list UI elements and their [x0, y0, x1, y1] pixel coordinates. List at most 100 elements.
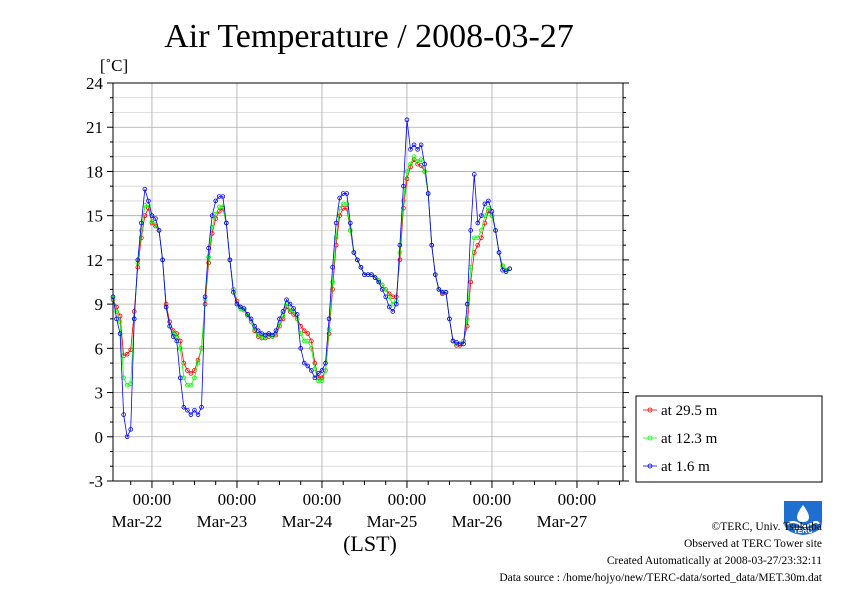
- data-point: [206, 245, 211, 251]
- data-point: [142, 213, 148, 218]
- data-point: [305, 331, 311, 336]
- data-point: [411, 142, 417, 148]
- data-point: [411, 154, 417, 160]
- data-point: [316, 371, 321, 376]
- data-point: [408, 147, 413, 152]
- data-point: [312, 360, 318, 366]
- data-point: [220, 204, 226, 210]
- data-point: [397, 242, 403, 248]
- plot-frame: [112, 82, 624, 482]
- data-point: [131, 316, 137, 322]
- data-point: [231, 290, 236, 295]
- x-tick-time-label: 00:00: [218, 490, 257, 509]
- data-point: [167, 319, 172, 325]
- data-point: [181, 404, 187, 410]
- y-axis-label: [˚C]: [100, 56, 128, 75]
- y-tick-label: 24: [86, 74, 104, 93]
- data-point: [401, 183, 406, 189]
- data-point: [177, 346, 183, 351]
- data-point: [436, 287, 442, 292]
- footer-created: Created Automatically at 2008-03-27/23:3…: [606, 555, 822, 567]
- data-point: [163, 304, 169, 310]
- data-point: [326, 326, 332, 332]
- data-point: [503, 269, 509, 274]
- data-point: [227, 257, 233, 263]
- data-point: [188, 371, 194, 376]
- data-point: [270, 332, 275, 338]
- data-point: [213, 198, 219, 204]
- chart-title: Air Temperature / 2008-03-27: [164, 18, 574, 55]
- data-point: [355, 257, 360, 263]
- data-point: [461, 341, 466, 347]
- data-point: [301, 360, 307, 366]
- legend-marker: [647, 407, 653, 413]
- data-point: [284, 297, 289, 302]
- data-point: [139, 228, 144, 233]
- data-point: [351, 250, 357, 255]
- data-point: [149, 213, 155, 218]
- data-point: [188, 412, 194, 417]
- data-point: [404, 176, 410, 182]
- data-point: [146, 198, 151, 204]
- data-point: [326, 316, 332, 322]
- data-point: [305, 338, 311, 344]
- data-point: [209, 213, 215, 218]
- data-point: [149, 219, 155, 224]
- data-point: [114, 309, 119, 314]
- data-point: [124, 434, 130, 440]
- data-point: [110, 295, 116, 301]
- data-point: [376, 279, 381, 285]
- series-1: [110, 154, 512, 388]
- data-point: [170, 334, 176, 339]
- data-point: [379, 287, 385, 292]
- data-point: [408, 161, 413, 167]
- data-point: [128, 381, 134, 387]
- data-point: [347, 220, 353, 226]
- data-point: [386, 291, 392, 297]
- y-tick-label: 12: [86, 251, 103, 270]
- data-point: [408, 164, 413, 170]
- data-point: [425, 191, 431, 196]
- data-point: [500, 263, 505, 269]
- data-point: [464, 316, 470, 322]
- x-tick-date-label: Mar-22: [112, 512, 163, 531]
- data-point: [372, 275, 378, 280]
- data-point: [192, 375, 197, 381]
- data-point: [291, 306, 296, 311]
- data-point: [468, 228, 474, 233]
- data-point: [287, 301, 293, 307]
- data-point: [337, 205, 342, 211]
- x-axis-ticks: 00:00 Mar-22 00:00 Mar-23 00:00 Mar-24 00:00 Ma…: [112, 481, 620, 531]
- terc-logo-icon: TERC: [784, 501, 822, 535]
- data-point: [489, 208, 495, 214]
- x-tick-date-label: Mar-25: [367, 512, 418, 531]
- data-point: [344, 201, 350, 207]
- data-point: [241, 306, 247, 311]
- data-point: [415, 147, 420, 152]
- legend: at 29.5 m at 12.3 m at 1.6 m: [635, 395, 823, 483]
- x-tick-time-label: 00:00: [133, 490, 172, 509]
- x-tick-time-label: 00:00: [473, 490, 512, 509]
- data-point: [135, 257, 141, 263]
- data-point: [160, 257, 165, 263]
- data-point: [195, 360, 201, 366]
- y-tick-label: 15: [86, 207, 103, 226]
- series-2: [110, 117, 512, 440]
- y-tick-label: -3: [89, 472, 103, 491]
- series-line: [112, 155, 510, 386]
- data-point: [401, 198, 406, 204]
- data-point: [319, 378, 325, 384]
- data-point: [245, 312, 250, 317]
- footer-source: Data source : /home/hojyo/new/TERC-data/…: [499, 572, 822, 584]
- data-point: [309, 346, 314, 351]
- data-point: [471, 172, 477, 177]
- y-tick-label: 0: [95, 428, 104, 447]
- data-point: [429, 242, 435, 248]
- y-tick-label: 9: [95, 295, 104, 314]
- grid-lines: [113, 83, 623, 481]
- x-tick-time-label: 00:00: [388, 490, 427, 509]
- data-point: [139, 220, 144, 226]
- data-point: [479, 228, 484, 233]
- data-point: [192, 407, 197, 413]
